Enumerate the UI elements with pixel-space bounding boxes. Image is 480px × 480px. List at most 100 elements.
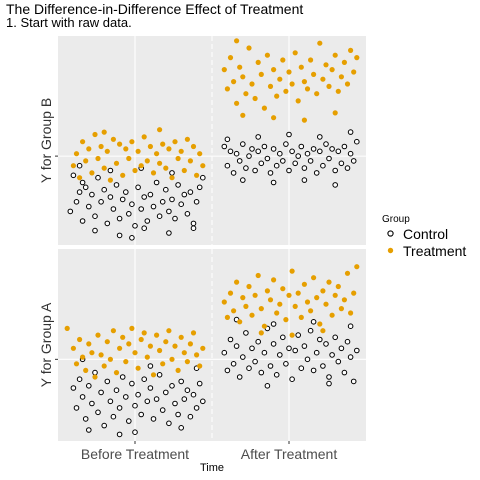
data-point-control [172, 215, 178, 222]
data-point-control [298, 143, 305, 150]
legend-item-treatment: Treatment [382, 242, 466, 259]
data-point-treatment [317, 40, 323, 46]
data-point-control [86, 427, 92, 433]
data-point-control [92, 227, 98, 234]
data-point-control [273, 162, 280, 169]
data-point-treatment [320, 76, 326, 82]
data-point-treatment [271, 67, 277, 73]
legend-key-treatment [382, 242, 399, 259]
data-point-treatment [160, 361, 166, 367]
data-point-control [280, 334, 286, 341]
data-point-control [147, 191, 154, 198]
data-point-treatment [237, 319, 243, 325]
data-point-treatment [227, 55, 234, 61]
data-point-treatment [163, 339, 169, 345]
data-point-control [129, 235, 135, 241]
data-point-treatment [154, 332, 160, 338]
data-point-control [289, 376, 295, 383]
data-point-control [255, 148, 262, 155]
data-point-control [240, 177, 246, 183]
data-point-treatment [144, 158, 150, 164]
data-point-treatment [113, 160, 120, 166]
data-point-treatment [175, 367, 181, 373]
data-point-control [270, 321, 277, 327]
data-point-treatment [308, 57, 314, 63]
data-point-treatment [172, 343, 178, 349]
data-point-treatment [175, 155, 181, 162]
data-point-control [283, 141, 289, 147]
data-point-treatment [314, 295, 320, 301]
data-point-treatment [138, 163, 144, 169]
data-point-control [240, 141, 246, 147]
data-point-control [132, 402, 138, 409]
data-point-treatment [178, 334, 184, 340]
data-point-treatment [107, 177, 113, 183]
data-point-treatment [308, 308, 314, 314]
data-point-control [344, 338, 351, 345]
data-point-treatment [283, 317, 289, 323]
data-point-control [249, 345, 255, 352]
legend: Group Control Treatment [382, 214, 466, 259]
data-point-control [175, 411, 181, 418]
data-point-treatment [317, 321, 323, 327]
data-point-treatment [86, 146, 92, 152]
data-point-treatment [83, 367, 89, 373]
data-point-treatment [348, 310, 354, 316]
data-point-treatment [77, 336, 83, 343]
data-point-control [141, 194, 147, 200]
facet-panel-0: Y for Group B [38, 36, 366, 245]
data-point-treatment [258, 330, 264, 336]
data-point-treatment [326, 279, 332, 285]
data-point-control [86, 203, 92, 210]
data-point-treatment [255, 272, 261, 279]
data-point-control [144, 398, 151, 405]
data-point-control [184, 211, 191, 217]
data-point-control [280, 158, 286, 164]
data-point-control [141, 225, 147, 231]
data-point-treatment [117, 141, 123, 147]
data-point-control [233, 343, 240, 349]
data-point-control [320, 162, 326, 169]
data-point-control [129, 380, 135, 387]
data-point-treatment [184, 359, 190, 365]
data-point-treatment [234, 38, 240, 44]
data-point-control [190, 391, 197, 398]
data-point-control [196, 184, 203, 191]
data-point-treatment [292, 50, 298, 56]
data-point-control [246, 365, 252, 372]
data-point-control [190, 225, 197, 231]
data-point-control [310, 367, 317, 374]
legend-title: Group [382, 214, 410, 225]
data-point-control [76, 162, 83, 169]
data-point-control [261, 349, 268, 356]
data-point-control [304, 356, 311, 363]
data-point-control [326, 155, 332, 162]
chart-subtitle: 1. Start with raw data. [6, 15, 132, 30]
facet-strip-label: Y for Group A [38, 302, 54, 387]
data-point-control [193, 405, 200, 411]
legend-item-control: Control [382, 225, 466, 242]
data-point-control [153, 179, 160, 186]
data-point-treatment [187, 341, 193, 347]
data-point-treatment [283, 88, 289, 94]
data-point-treatment [172, 139, 178, 145]
data-point-treatment [129, 325, 135, 331]
data-point-control [159, 407, 166, 413]
data-point-control [230, 170, 237, 176]
data-point-control [135, 391, 141, 398]
data-point-control [89, 400, 95, 407]
data-point-control [86, 383, 92, 389]
data-point-control [332, 167, 339, 174]
x-tick-label: Before Treatment [81, 446, 189, 462]
data-point-control [113, 387, 120, 394]
data-point-treatment [157, 127, 163, 133]
data-point-control [249, 146, 255, 152]
data-point-treatment [64, 325, 70, 331]
x-axis-label: Time [200, 462, 224, 474]
data-point-treatment [73, 151, 80, 157]
data-point-treatment [335, 283, 341, 290]
data-point-treatment [243, 91, 249, 97]
data-point-control [187, 189, 194, 195]
data-point-treatment [224, 314, 230, 320]
data-point-control [82, 416, 89, 422]
